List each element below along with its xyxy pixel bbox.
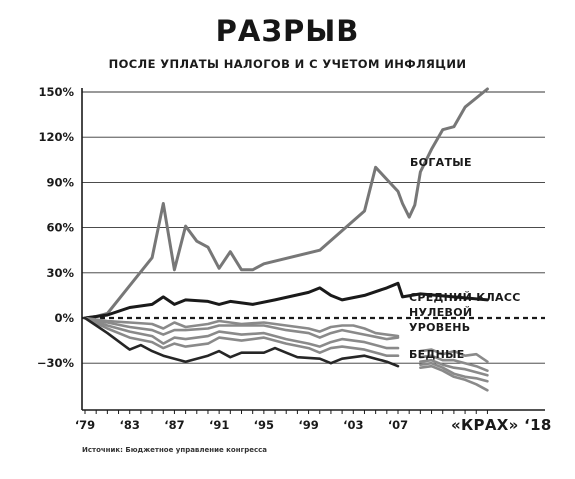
- x-tick-label: ‘83: [120, 418, 140, 432]
- source-note: Источник: Бюджетное управление конгресса: [82, 446, 268, 454]
- y-tick-label: 60%: [46, 221, 74, 235]
- y-tick-label: 30%: [46, 266, 74, 280]
- series-line-3: [83, 316, 400, 341]
- y-tick-label: 0%: [54, 311, 74, 325]
- axes: [81, 88, 545, 411]
- series-label-zero-1: НУЛЕВОЙ: [409, 306, 472, 319]
- x-tick-label: ‘91: [209, 418, 229, 432]
- series-label-rich: БОГАТЫЕ: [410, 156, 472, 169]
- series-label-zero-2: УРОВЕНЬ: [409, 321, 470, 334]
- x-tick-label: ‘87: [164, 418, 184, 432]
- y-tick-label: −30%: [37, 356, 75, 370]
- series-line-5: [83, 316, 400, 358]
- y-tick-label: 90%: [46, 175, 74, 189]
- series-line-11: [419, 364, 489, 392]
- y-tick-label: 150%: [38, 85, 74, 99]
- brand-label: «КРАХ» ‘18: [451, 416, 552, 434]
- series-line-8: [419, 354, 489, 373]
- grid-lines: [82, 91, 545, 364]
- series-line-4: [83, 316, 400, 350]
- y-tick-label: 120%: [38, 130, 74, 144]
- y-tick-labels: 150% 120% 90% 60% 30% 0% −30%: [37, 85, 75, 370]
- series-line-0: [83, 87, 489, 320]
- series-lines: [83, 87, 489, 392]
- series-line-2: [83, 316, 400, 338]
- x-tick-label: ‘95: [254, 418, 274, 432]
- series-line-1: [83, 281, 489, 320]
- series-line-9: [419, 358, 489, 377]
- series-line-7: [419, 348, 489, 364]
- series-label-middle: СРЕДНИЙ КЛАСС: [409, 291, 521, 304]
- x-tick-label: ‘79: [75, 418, 95, 432]
- x-tick-label: ‘07: [388, 418, 408, 432]
- x-tick-label: ‘99: [298, 418, 318, 432]
- chart-title: РАЗРЫВ: [215, 14, 360, 48]
- x-tick-labels: ‘79 ‘83 ‘87 ‘91 ‘95 ‘99 ‘03 ‘07: [75, 410, 488, 432]
- chart-subtitle: ПОСЛЕ УПЛАТЫ НАЛОГОВ И С УЧЕТОМ ИНФЛЯЦИИ: [108, 57, 467, 71]
- series-line-6: [83, 316, 400, 368]
- series-label-poor: БЕДНЫЕ: [409, 348, 465, 361]
- series-line-10: [419, 361, 489, 383]
- x-tick-label: ‘03: [343, 418, 363, 432]
